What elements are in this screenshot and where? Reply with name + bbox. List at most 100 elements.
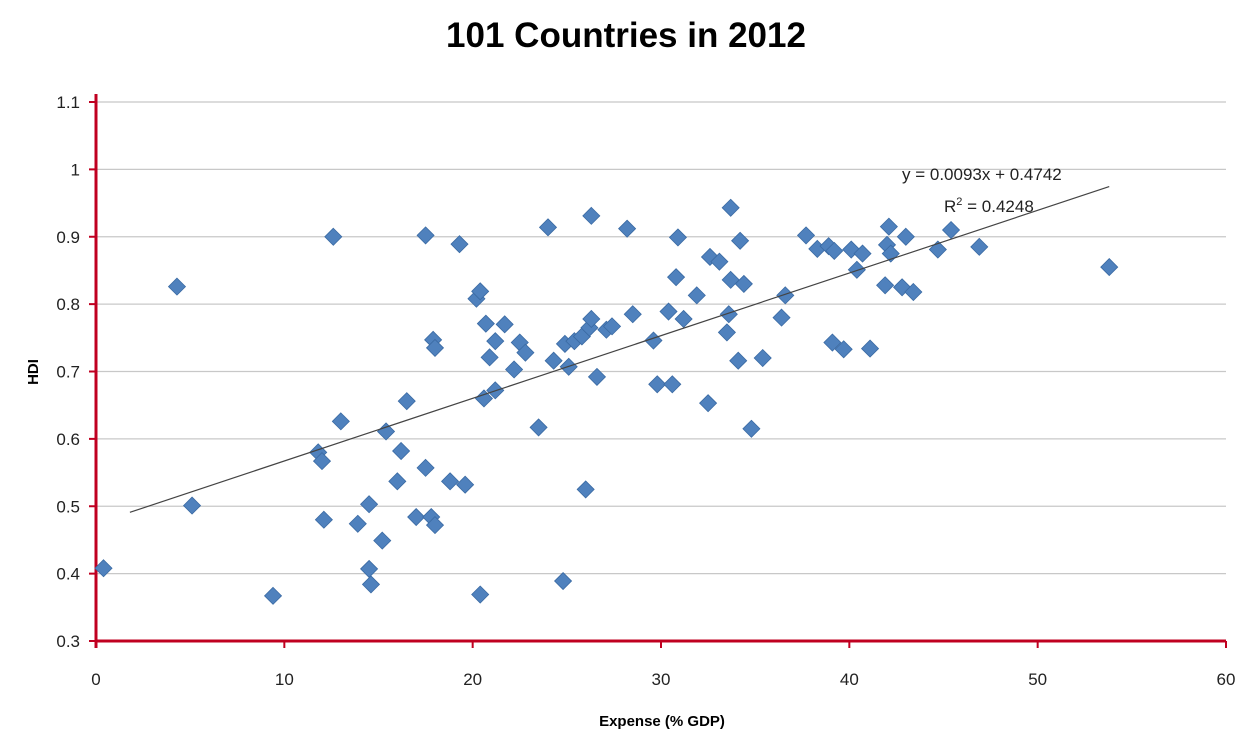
- data-point: [182, 496, 202, 515]
- data-point: [495, 315, 514, 334]
- x-axis-title: Expense (% GDP): [599, 713, 725, 730]
- data-point: [1100, 258, 1119, 277]
- y-tick-label: 0.3: [56, 632, 80, 651]
- trendline-equation: y = 0.0093x + 0.4742: [902, 165, 1062, 184]
- data-point: [554, 571, 573, 591]
- data-point: [471, 282, 490, 301]
- y-tick-label: 0.5: [56, 497, 80, 516]
- r-squared-value: = 0.4248: [962, 197, 1033, 216]
- data-point: [721, 270, 740, 289]
- y-axis-title: HDI: [25, 359, 42, 385]
- data-point: [719, 305, 738, 324]
- data-point: [699, 394, 718, 413]
- y-tick-label: 0.7: [56, 363, 80, 382]
- r-squared-label: R: [944, 197, 956, 216]
- data-point: [314, 510, 333, 529]
- data-point: [847, 260, 866, 279]
- x-axis-ticks: 0 10 20 30 40 50 60: [91, 641, 1235, 689]
- data-point: [796, 226, 816, 245]
- data-point: [94, 559, 113, 578]
- data-point: [360, 559, 379, 578]
- data-point: [717, 323, 736, 342]
- data-point: [648, 375, 667, 394]
- y-tick-label: 0.8: [56, 295, 80, 314]
- data-point: [659, 302, 678, 321]
- data-point: [397, 392, 416, 411]
- data-point: [623, 305, 642, 324]
- data-point: [476, 314, 495, 333]
- trendline: [129, 185, 1110, 513]
- y-tick-label: 1.1: [56, 93, 80, 112]
- data-point: [663, 375, 682, 394]
- data-point: [471, 585, 490, 604]
- data-point: [529, 418, 548, 437]
- data-point: [776, 286, 795, 305]
- data-point: [576, 480, 595, 499]
- data-point: [331, 412, 350, 431]
- data-point: [825, 241, 844, 260]
- data-point: [729, 351, 748, 370]
- data-point: [753, 348, 772, 368]
- data-point: [416, 226, 435, 245]
- chart-title: 101 Countries in 2012: [446, 16, 806, 55]
- x-tick-label: 60: [1217, 670, 1236, 689]
- data-point: [361, 575, 381, 594]
- x-tick-label: 50: [1028, 670, 1047, 689]
- y-tick-label: 0.4: [56, 565, 80, 584]
- data-point: [505, 360, 524, 379]
- x-tick-label: 10: [275, 670, 294, 689]
- data-point: [456, 475, 475, 494]
- trendline-r-squared: R2 = 0.4248: [944, 196, 1034, 216]
- data-point: [516, 343, 535, 362]
- y-tick-label: 0.9: [56, 228, 80, 247]
- x-tick-label: 40: [840, 670, 859, 689]
- data-point: [970, 237, 989, 256]
- data-point: [667, 268, 686, 287]
- data-point: [687, 286, 706, 305]
- data-point: [388, 472, 407, 491]
- data-point: [734, 274, 753, 293]
- data-point: [263, 586, 283, 605]
- data-point: [941, 220, 961, 240]
- data-point: [348, 514, 367, 533]
- data-point: [772, 308, 791, 327]
- data-point: [450, 235, 469, 254]
- data-point: [544, 351, 563, 370]
- x-tick-label: 0: [91, 670, 100, 689]
- data-point: [582, 206, 601, 225]
- data-point: [742, 419, 761, 438]
- data-point: [876, 276, 895, 295]
- data-point: [618, 219, 637, 238]
- data-point: [731, 231, 750, 250]
- data-point: [392, 441, 411, 461]
- data-point: [425, 516, 445, 535]
- data-point: [896, 227, 915, 246]
- x-tick-label: 30: [652, 670, 671, 689]
- data-point: [860, 339, 880, 358]
- r-squared-superscript: 2: [956, 196, 962, 208]
- data-point: [879, 217, 898, 236]
- data-point: [538, 218, 558, 237]
- data-point: [441, 472, 460, 491]
- x-tick-label: 20: [463, 670, 482, 689]
- data-point: [602, 317, 622, 336]
- data-point: [425, 338, 445, 357]
- data-point: [721, 198, 740, 217]
- data-point: [834, 340, 853, 359]
- data-point: [904, 282, 923, 302]
- data-point: [407, 507, 426, 527]
- data-point: [167, 277, 187, 296]
- data-points: [94, 198, 1119, 605]
- data-point: [416, 458, 435, 477]
- data-point: [324, 227, 343, 246]
- data-point: [668, 228, 688, 247]
- data-point: [582, 309, 601, 329]
- y-tick-label: 1: [71, 160, 80, 179]
- y-axis-ticks: 0.3 0.4 0.5 0.6 0.7 0.8 0.9 1 1.1: [56, 93, 96, 651]
- data-point: [360, 495, 379, 514]
- data-point: [486, 332, 505, 351]
- data-point: [710, 252, 729, 271]
- data-point: [373, 531, 392, 550]
- data-point: [312, 452, 332, 471]
